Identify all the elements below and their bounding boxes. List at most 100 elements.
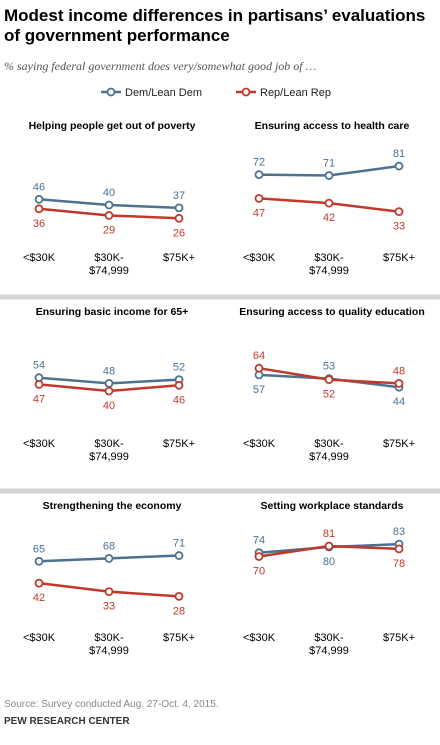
data-point-dem-2-1 [104, 378, 114, 388]
tick-label-3-1: $30K- [314, 438, 344, 450]
tick-label-line2-1-1: $74,999 [309, 265, 349, 277]
value-label-dem-2-2: 52 [173, 362, 185, 374]
data-point-rep-3-1 [324, 375, 334, 385]
value-label-dem-3-2: 44 [393, 396, 405, 408]
data-point-rep-1-2 [394, 207, 404, 217]
chart-subtitle: % saying federal government does very/so… [4, 59, 317, 73]
legend-marker-0 [106, 87, 116, 97]
value-label-dem-0-2: 37 [173, 190, 185, 202]
tick-label-0-1: $30K- [94, 252, 124, 264]
tick-label-2-1: $30K- [94, 438, 124, 450]
legend-label-0: Dem/Lean Dem [125, 87, 202, 99]
data-point-rep-3-2 [394, 378, 404, 388]
value-label-rep-0-1: 29 [103, 224, 115, 236]
value-label-dem-4-1: 68 [103, 540, 115, 552]
value-label-rep-2-1: 40 [103, 400, 115, 412]
data-point-rep-4-0 [34, 578, 44, 588]
data-point-rep-5-2 [394, 544, 404, 554]
value-label-rep-5-0: 70 [253, 566, 265, 578]
panel-title-1: Ensuring access to health care [255, 120, 410, 132]
value-label-rep-3-2: 48 [393, 365, 405, 377]
tick-label-line2-4-1: $74,999 [89, 645, 129, 657]
data-point-rep-3-0 [254, 363, 264, 373]
value-label-rep-4-1: 33 [103, 601, 115, 613]
tick-label-4-1: $30K- [94, 632, 124, 644]
legend-marker-1 [241, 87, 251, 97]
value-label-dem-3-0: 57 [253, 384, 265, 396]
value-label-dem-1-2: 81 [393, 148, 405, 160]
value-label-rep-1-0: 47 [253, 207, 265, 219]
chart-title: Modest income differences in partisans’ … [4, 6, 426, 45]
value-label-dem-0-0: 46 [33, 181, 45, 193]
value-label-dem-5-2: 83 [393, 526, 405, 538]
value-label-dem-4-2: 71 [173, 538, 185, 550]
tick-label-1-0: <$30K [243, 252, 276, 264]
data-point-rep-0-2 [174, 213, 184, 223]
tick-label-5-0: <$30K [243, 632, 276, 644]
value-label-rep-4-0: 42 [33, 592, 45, 604]
value-label-rep-1-1: 42 [323, 212, 335, 224]
data-point-rep-1-1 [324, 198, 334, 208]
value-label-rep-5-2: 78 [393, 558, 405, 570]
value-label-rep-4-2: 28 [173, 605, 185, 617]
panel-title-3: Ensuring access to quality education [239, 306, 425, 318]
tick-label-0-0: <$30K [23, 252, 56, 264]
value-label-dem-3-1: 53 [323, 361, 335, 373]
tick-label-line2-2-1: $74,999 [89, 451, 129, 463]
tick-label-line2-5-1: $74,999 [309, 645, 349, 657]
value-label-rep-3-0: 64 [253, 350, 265, 362]
data-point-dem-1-2 [394, 161, 404, 171]
value-label-dem-5-0: 74 [253, 535, 265, 547]
data-point-rep-2-0 [34, 379, 44, 389]
value-label-rep-3-1: 52 [323, 389, 335, 401]
tick-label-1-2: $75K+ [383, 252, 415, 264]
tick-label-5-2: $75K+ [383, 632, 415, 644]
value-label-dem-1-1: 71 [323, 158, 335, 170]
tick-label-2-2: $75K+ [163, 438, 195, 450]
organization-name: PEW RESEARCH CENTER [4, 716, 130, 727]
value-label-rep-0-2: 26 [173, 227, 185, 239]
data-point-dem-0-0 [34, 194, 44, 204]
data-point-rep-0-0 [34, 204, 44, 214]
data-point-rep-1-0 [254, 193, 264, 203]
tick-label-2-0: <$30K [23, 438, 56, 450]
panel-title-4: Strengthening the economy [43, 500, 182, 512]
tick-label-0-2: $75K+ [163, 252, 195, 264]
tick-label-line2-3-1: $74,999 [309, 451, 349, 463]
value-label-rep-2-2: 46 [173, 394, 185, 406]
data-point-dem-4-2 [174, 551, 184, 560]
legend-label-1: Rep/Lean Rep [260, 87, 331, 99]
data-point-rep-5-0 [254, 552, 264, 561]
value-label-dem-1-0: 72 [253, 157, 265, 169]
tick-label-3-2: $75K+ [383, 438, 415, 450]
panel-title-0: Helping people get out of poverty [29, 120, 196, 132]
value-label-dem-5-1: 80 [323, 556, 335, 568]
value-label-dem-0-1: 40 [103, 187, 115, 199]
tick-label-1-1: $30K- [314, 252, 344, 264]
data-point-rep-4-1 [104, 587, 114, 597]
data-point-rep-2-2 [174, 380, 184, 390]
data-point-rep-2-1 [104, 386, 114, 396]
data-point-dem-4-0 [34, 556, 44, 566]
value-label-rep-5-1: 81 [323, 528, 335, 540]
data-point-dem-0-2 [174, 203, 184, 213]
panel-title-2: Ensuring basic income for 65+ [36, 306, 189, 318]
data-point-dem-0-1 [104, 200, 114, 210]
tick-label-3-0: <$30K [243, 438, 276, 450]
tick-label-4-0: <$30K [23, 632, 56, 644]
source-note: Source: Survey conducted Aug. 27-Oct. 4,… [4, 699, 219, 710]
data-point-rep-0-1 [104, 211, 114, 220]
data-point-rep-5-1 [324, 541, 334, 551]
panel-title-5: Setting workplace standards [261, 500, 404, 512]
tick-label-line2-0-1: $74,999 [89, 265, 129, 277]
value-label-rep-1-2: 33 [393, 221, 405, 233]
tick-label-4-2: $75K+ [163, 632, 195, 644]
value-label-dem-2-1: 48 [103, 365, 115, 377]
value-label-rep-0-0: 36 [33, 218, 45, 230]
value-label-dem-4-0: 65 [33, 543, 45, 555]
data-point-dem-1-1 [324, 171, 334, 180]
data-point-dem-1-0 [254, 170, 264, 180]
tick-label-5-1: $30K- [314, 632, 344, 644]
value-label-rep-2-0: 47 [33, 393, 45, 405]
